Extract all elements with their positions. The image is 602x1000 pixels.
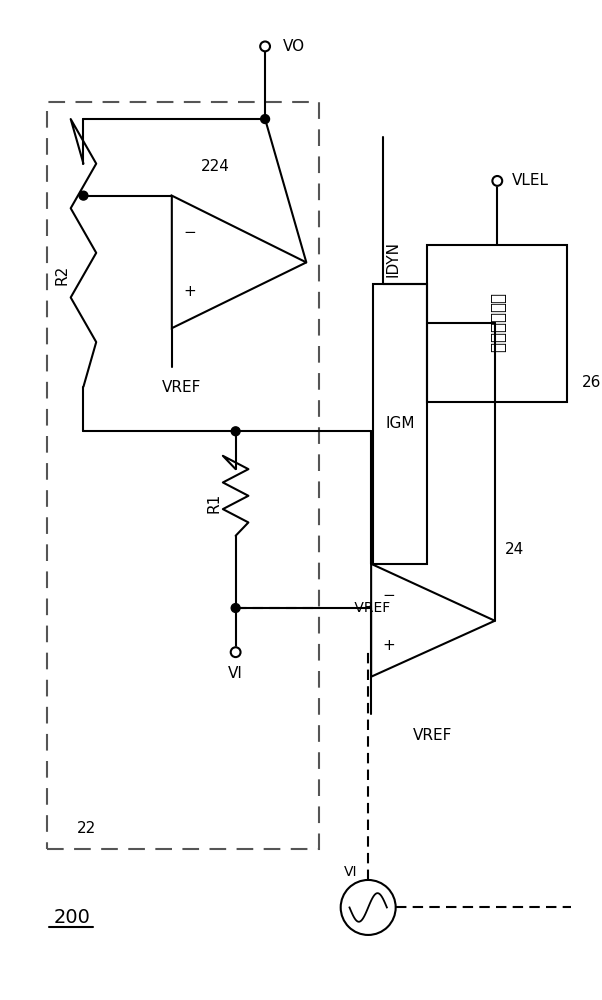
Text: IDYN: IDYN: [386, 241, 401, 277]
Bar: [373, 284, 427, 564]
Text: VI: VI: [228, 666, 243, 681]
Text: 26: 26: [582, 375, 601, 390]
Circle shape: [261, 115, 270, 123]
Text: −: −: [183, 225, 196, 240]
Text: VLEL: VLEL: [512, 173, 549, 188]
Text: 22: 22: [76, 821, 96, 836]
Circle shape: [492, 176, 502, 186]
Text: R2: R2: [54, 265, 69, 285]
Text: 224: 224: [201, 159, 230, 174]
Bar: [427, 245, 568, 402]
Text: +: +: [382, 638, 395, 653]
Circle shape: [231, 604, 240, 612]
Text: −  VREF: − VREF: [334, 601, 390, 615]
Text: VREF: VREF: [414, 728, 453, 743]
Text: −: −: [382, 588, 395, 603]
Text: IGM: IGM: [386, 416, 415, 431]
Text: VREF: VREF: [162, 380, 201, 395]
Text: VO: VO: [283, 39, 305, 54]
Circle shape: [231, 427, 240, 436]
Text: 24: 24: [504, 542, 524, 557]
Circle shape: [231, 647, 241, 657]
Text: VI: VI: [344, 865, 357, 879]
Text: +: +: [183, 284, 196, 299]
Text: 动态偏压电路: 动态偏压电路: [488, 293, 506, 353]
Text: 200: 200: [54, 908, 91, 927]
Text: R1: R1: [206, 492, 222, 513]
Circle shape: [79, 191, 88, 200]
Bar: [47, 102, 319, 849]
Circle shape: [260, 41, 270, 51]
